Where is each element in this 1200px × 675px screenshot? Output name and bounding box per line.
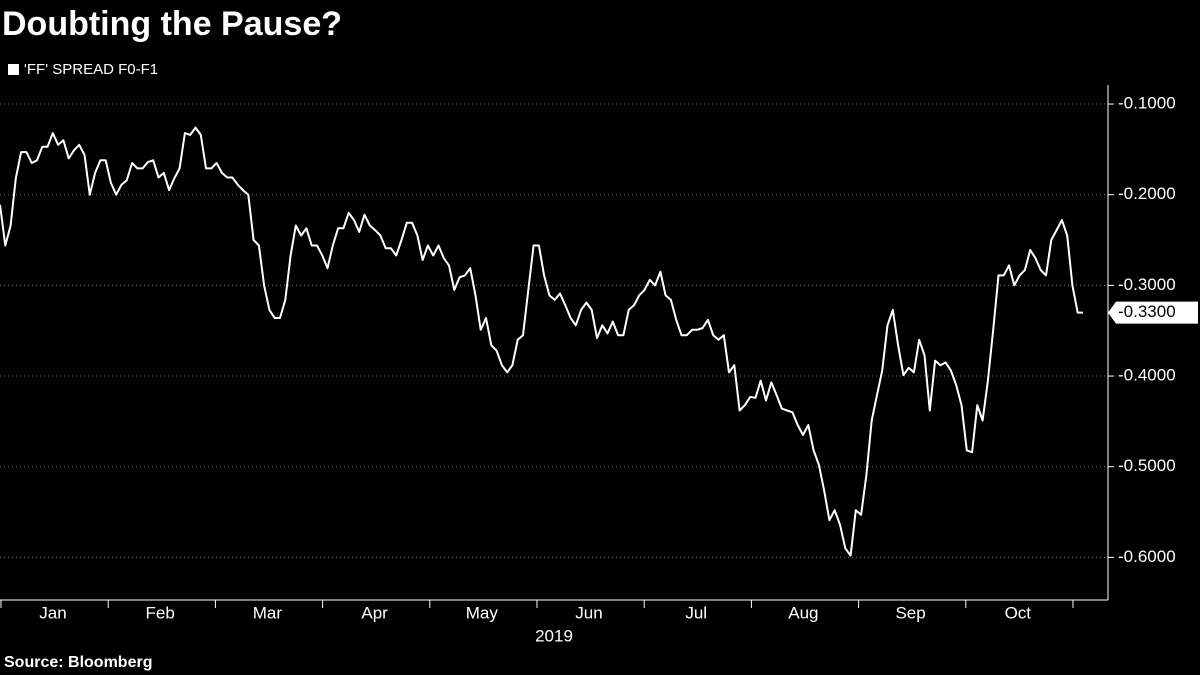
x-tick-label: Jul (685, 603, 707, 622)
line (0, 126, 1083, 557)
x-tick-label: Jan (39, 603, 66, 622)
x-tick-label: Mar (253, 603, 283, 622)
x-year-label: 2019 (535, 626, 573, 645)
y-tick-label: -0.6000 (1118, 547, 1176, 566)
legend-swatch (8, 64, 19, 75)
last-value-tag (1108, 301, 1198, 324)
y-tick-label: -0.2000 (1118, 184, 1176, 203)
y-tick-label: -0.3000 (1118, 275, 1176, 294)
x-tick-label: Apr (361, 603, 388, 622)
source: Source: Bloomberg (4, 654, 152, 671)
chart-title: Doubting the Pause? (2, 5, 342, 43)
x-tick-label: Oct (1005, 603, 1032, 622)
x-tick-label: Sep (895, 603, 925, 622)
y-tick-label: -0.5000 (1118, 456, 1176, 475)
y-tick-label: -0.4000 (1118, 366, 1176, 385)
y-tick-label: -0.1000 (1118, 94, 1176, 113)
x-tick-label: Feb (146, 603, 175, 622)
x-tick-label: Jun (575, 603, 602, 622)
legend-label: 'FF' SPREAD F0-F1 (24, 61, 158, 78)
last-value-label: -0.3300 (1118, 302, 1176, 321)
x-tick-label: May (466, 603, 499, 622)
x-tick-label: Aug (788, 603, 818, 622)
